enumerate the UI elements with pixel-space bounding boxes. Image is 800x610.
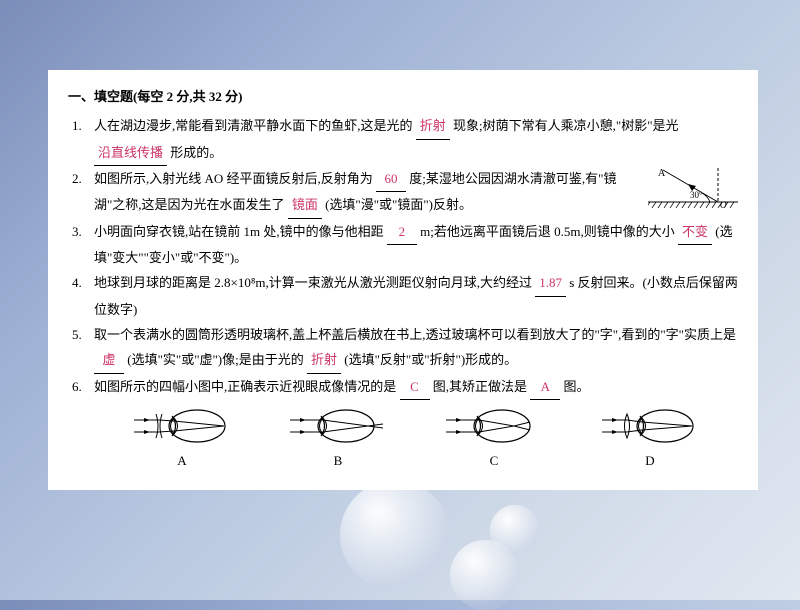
answer-blank: 60 (376, 166, 406, 192)
question-2: 2. 30° A O 如图所示,入射光线 AO 经平面镜反射后,反射角为 60 … (68, 166, 738, 219)
answer-blank: C (400, 374, 430, 400)
bg-bubble (490, 505, 540, 555)
eye-label: C (444, 448, 544, 473)
point-A: A (658, 168, 666, 179)
point-O: O (720, 200, 727, 208)
question-6: 6. 如图所示的四幅小图中,正确表示近视眼成像情况的是 C 图,其矫正做法是 A… (68, 374, 738, 474)
q-text: m;若他远离平面镜后退 0.5m,则镜中像的大小 (420, 224, 675, 239)
answer-blank: 虚 (94, 347, 124, 373)
q-text: 人在湖边漫步,常能看到清澈平静水面下的鱼虾,这是光的 (94, 118, 413, 133)
q-text: 现象;树荫下常有人乘凉小憩,"树影"是光 (453, 118, 678, 133)
eye-diagram-C: C (444, 406, 544, 473)
eye-label: A (132, 448, 232, 473)
answer-blank: 2 (387, 219, 417, 245)
q-text: 地球到月球的距离是 2.8×10⁸m,计算一束激光从激光测距仪射向月球,大约经过 (94, 275, 532, 290)
q-number: 1. (72, 113, 82, 138)
eye-label: B (288, 448, 388, 473)
q-text: 形成的。 (170, 145, 222, 160)
q-number: 4. (72, 270, 82, 295)
q-text: (选填"漫"或"镜面")反射。 (325, 197, 472, 212)
question-1: 1. 人在湖边漫步,常能看到清澈平静水面下的鱼虾,这是光的 折射 现象;树荫下常… (68, 113, 738, 166)
answer-blank: 1.87 (535, 270, 566, 296)
eye-diagram-B: B (288, 406, 388, 473)
question-3: 3. 小明面向穿衣镜,站在镜前 1m 处,镜中的像与他相距 2 m;若他远离平面… (68, 219, 738, 271)
answer-blank: A (530, 374, 560, 400)
q-number: 3. (72, 219, 82, 244)
q-text: (选填"实"或"虚")像;是由于光的 (127, 352, 304, 367)
worksheet: 一、填空题(每空 2 分,共 32 分) 1. 人在湖边漫步,常能看到清澈平静水… (48, 70, 758, 490)
q-text: 小明面向穿衣镜,站在镜前 1m 处,镜中的像与他相距 (94, 224, 384, 239)
q-text: 图,其矫正做法是 (433, 379, 527, 394)
question-5: 5. 取一个表满水的圆筒形透明玻璃杯,盖上杯盖后横放在书上,透过玻璃杯可以看到放… (68, 322, 738, 374)
answer-blank: 镜面 (288, 192, 322, 218)
q-text: 如图所示,入射光线 AO 经平面镜反射后,反射角为 (94, 171, 373, 186)
eye-diagram-D: D (600, 406, 700, 473)
angle-label: 30° (690, 190, 703, 200)
q-number: 2. (72, 166, 82, 191)
answer-blank: 不变 (678, 219, 712, 245)
bg-bubble (340, 480, 450, 590)
q-text: 取一个表满水的圆筒形透明玻璃杯,盖上杯盖后横放在书上,透过玻璃杯可以看到放大了的… (94, 327, 736, 342)
answer-blank: 折射 (416, 113, 450, 139)
eye-diagram-row: A B (94, 406, 738, 473)
q-text: 图。 (564, 379, 590, 394)
q-number: 6. (72, 374, 82, 399)
q-number: 5. (72, 322, 82, 347)
answer-blank: 沿直线传播 (94, 140, 167, 166)
q-text: 如图所示的四幅小图中,正确表示近视眼成像情况的是 (94, 379, 396, 394)
question-4: 4. 地球到月球的距离是 2.8×10⁸m,计算一束激光从激光测距仪射向月球,大… (68, 270, 738, 322)
eye-diagram-A: A (132, 406, 232, 473)
eye-label: D (600, 448, 700, 473)
answer-blank: 折射 (307, 347, 341, 373)
q-text: (选填"反射"或"折射")形成的。 (344, 352, 517, 367)
ray-diagram: 30° A O (648, 168, 738, 208)
section-title: 一、填空题(每空 2 分,共 32 分) (68, 84, 738, 109)
